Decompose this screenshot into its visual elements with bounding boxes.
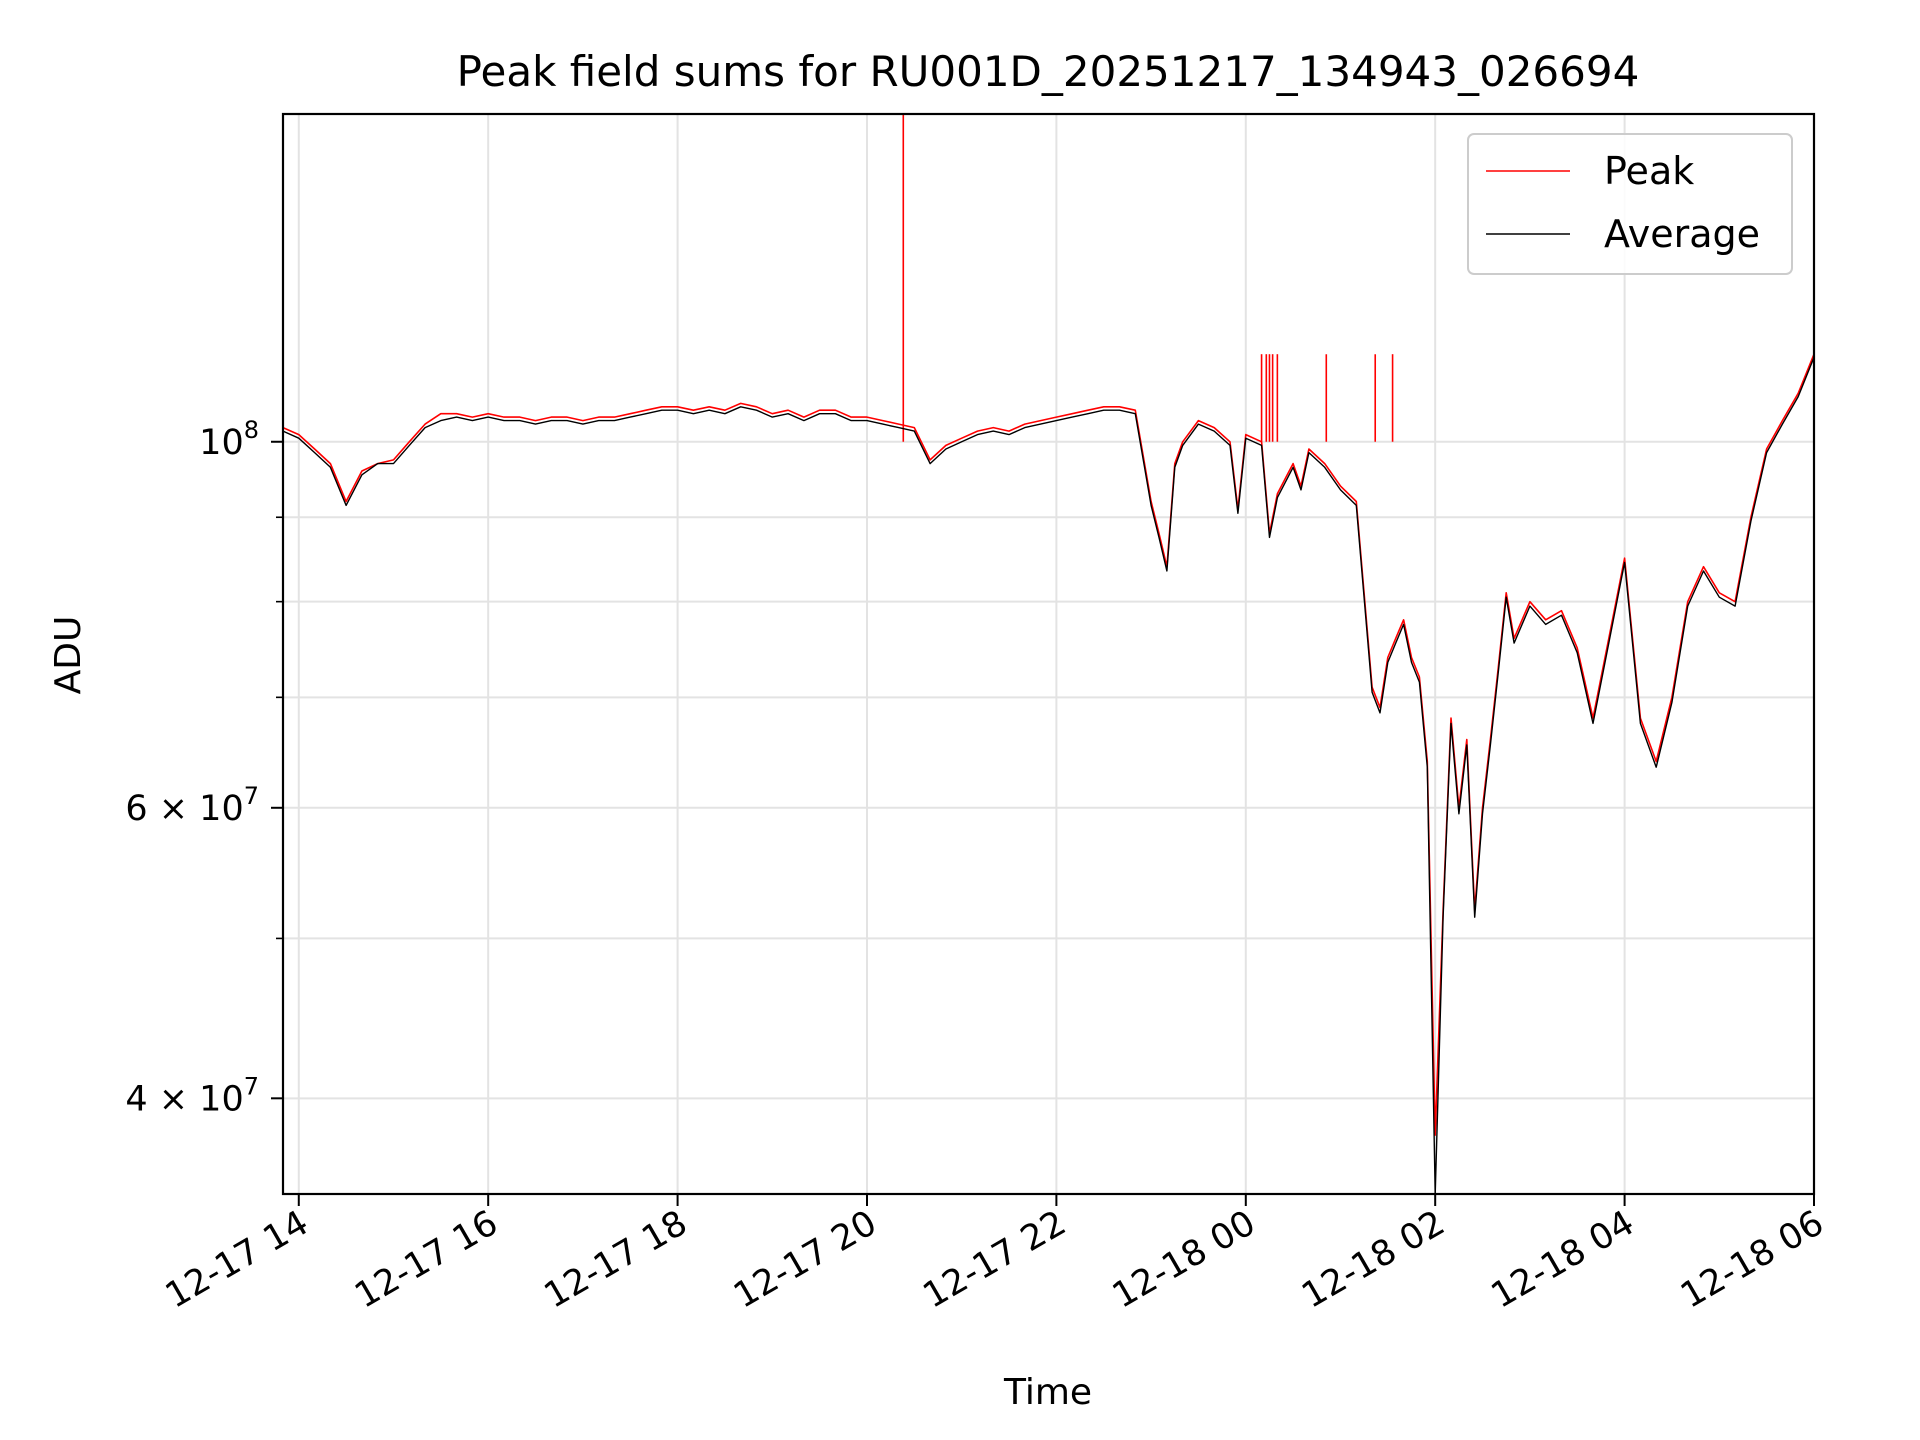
y-tick-label-base: 10 [199,423,244,463]
series-layer [282,114,1815,1195]
y-axis-label: ADU [48,616,89,695]
y-tick-label-exponent: 7 [244,782,259,810]
legend-label-peak: Peak [1604,149,1694,193]
legend-box [1467,133,1793,275]
y-tick-label-exponent: 7 [244,1072,259,1100]
series-line-peak [282,353,1815,1136]
legend: Peak Average [1467,133,1793,275]
y-tick-label: 6 × 107 [125,782,259,829]
y-tick-label-base: 6 × 10 [125,789,243,829]
y-tick-label: 108 [199,416,259,463]
y-tick-label-base: 4 × 10 [125,1079,243,1119]
x-axis-label: Time [1003,1372,1092,1413]
chart-title: Peak field sums for RU001D_20251217_1349… [457,47,1640,96]
y-tick-label-exponent: 8 [244,416,259,444]
y-tick-label: 4 × 107 [125,1072,259,1119]
series-line-average [282,357,1815,1195]
legend-label-average: Average [1604,212,1760,256]
plot-frame [281,112,1816,1196]
